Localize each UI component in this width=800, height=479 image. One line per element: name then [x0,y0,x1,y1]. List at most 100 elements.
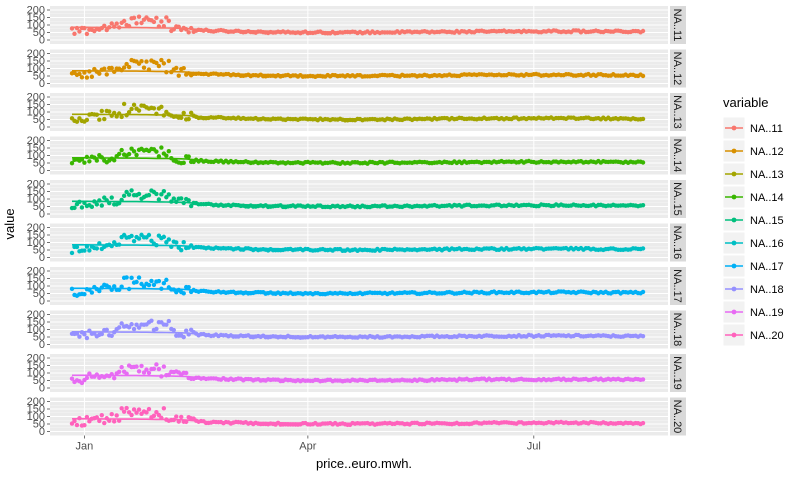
data-point [146,282,152,288]
data-point [84,31,90,37]
data-point [121,409,127,414]
data-point [136,369,142,374]
data-point [174,414,179,419]
data-point [188,110,194,115]
y-tick-label: 100 [27,411,45,423]
facet-strip [670,180,686,218]
y-tick-label: 150 [27,230,45,242]
data-point [99,108,104,114]
y-tick-label: 150 [27,12,45,24]
data-point [112,284,117,289]
y-tick-label: 50 [33,375,45,387]
facet-strip [670,93,686,131]
data-point [640,333,646,339]
y-tick-label: 0 [39,426,45,438]
data-point [77,71,82,77]
data-point [84,335,90,341]
data-point [164,322,169,327]
data-point [179,196,184,201]
facet-strip-label: NA..20 [671,400,683,434]
legend-key-point [731,194,737,200]
data-point [69,376,75,381]
x-tick-label: Jul [527,441,541,453]
data-point [149,278,154,284]
data-point [159,192,164,197]
facet-strip-label: NA..15 [671,182,683,216]
x-tick-label: Jan [76,441,94,453]
data-point [107,109,112,114]
legend-label: NA..14 [750,192,784,204]
data-point [124,405,129,411]
data-point [176,73,181,78]
data-point [640,202,646,208]
data-point [131,238,137,244]
data-point [124,371,129,376]
data-point [146,192,152,198]
data-point [181,110,186,116]
data-point [166,192,172,197]
data-point [74,422,80,428]
facet-strip [670,267,686,305]
data-point [121,65,127,70]
data-point [97,117,102,122]
smoothing-line [72,157,644,164]
data-point [156,366,162,372]
legend-key-point [731,332,737,338]
data-point [144,410,149,415]
legend-label: NA..17 [750,261,784,273]
data-point [154,149,159,154]
data-point [154,15,159,20]
data-point [134,279,139,285]
smoothing-line [72,418,644,425]
data-point [161,234,167,240]
data-point [184,370,189,376]
data-point [156,197,162,202]
data-point [77,334,82,339]
data-point [82,292,87,297]
data-point [181,239,186,245]
data-point [119,114,124,120]
data-point [181,65,186,71]
data-point [112,375,117,381]
data-point [149,318,154,323]
data-point [121,101,127,107]
data-point [146,370,152,376]
data-point [94,158,100,163]
data-point [114,114,119,119]
data-point [129,233,134,239]
data-point [131,407,137,412]
data-point [82,248,87,253]
data-point [97,418,102,424]
data-point [151,106,157,111]
data-point [156,154,162,159]
data-point [179,115,184,121]
facet-strip-label: NA..17 [671,269,683,303]
y-tick-label: 0 [39,78,45,90]
data-point [72,205,77,211]
y-tick-label: 50 [33,419,45,431]
y-tick-label: 0 [39,296,45,308]
smoothing-line [72,200,644,207]
y-tick-label: 200 [27,396,45,408]
legend-label: NA..15 [750,215,784,227]
data-point [159,104,164,110]
data-point [84,117,90,123]
data-point [154,326,159,332]
data-point [134,322,139,327]
y-axis-title: value [2,208,17,239]
data-point [126,64,132,70]
data-point [82,332,87,337]
data-point [119,365,124,370]
data-point [99,331,104,337]
y-tick-label: 200 [27,135,45,147]
data-point [94,246,100,251]
y-tick-label: 50 [33,71,45,83]
data-point [156,63,162,69]
y-tick-label: 150 [27,143,45,155]
data-point [141,370,147,375]
legend-label: NA..11 [750,123,783,135]
